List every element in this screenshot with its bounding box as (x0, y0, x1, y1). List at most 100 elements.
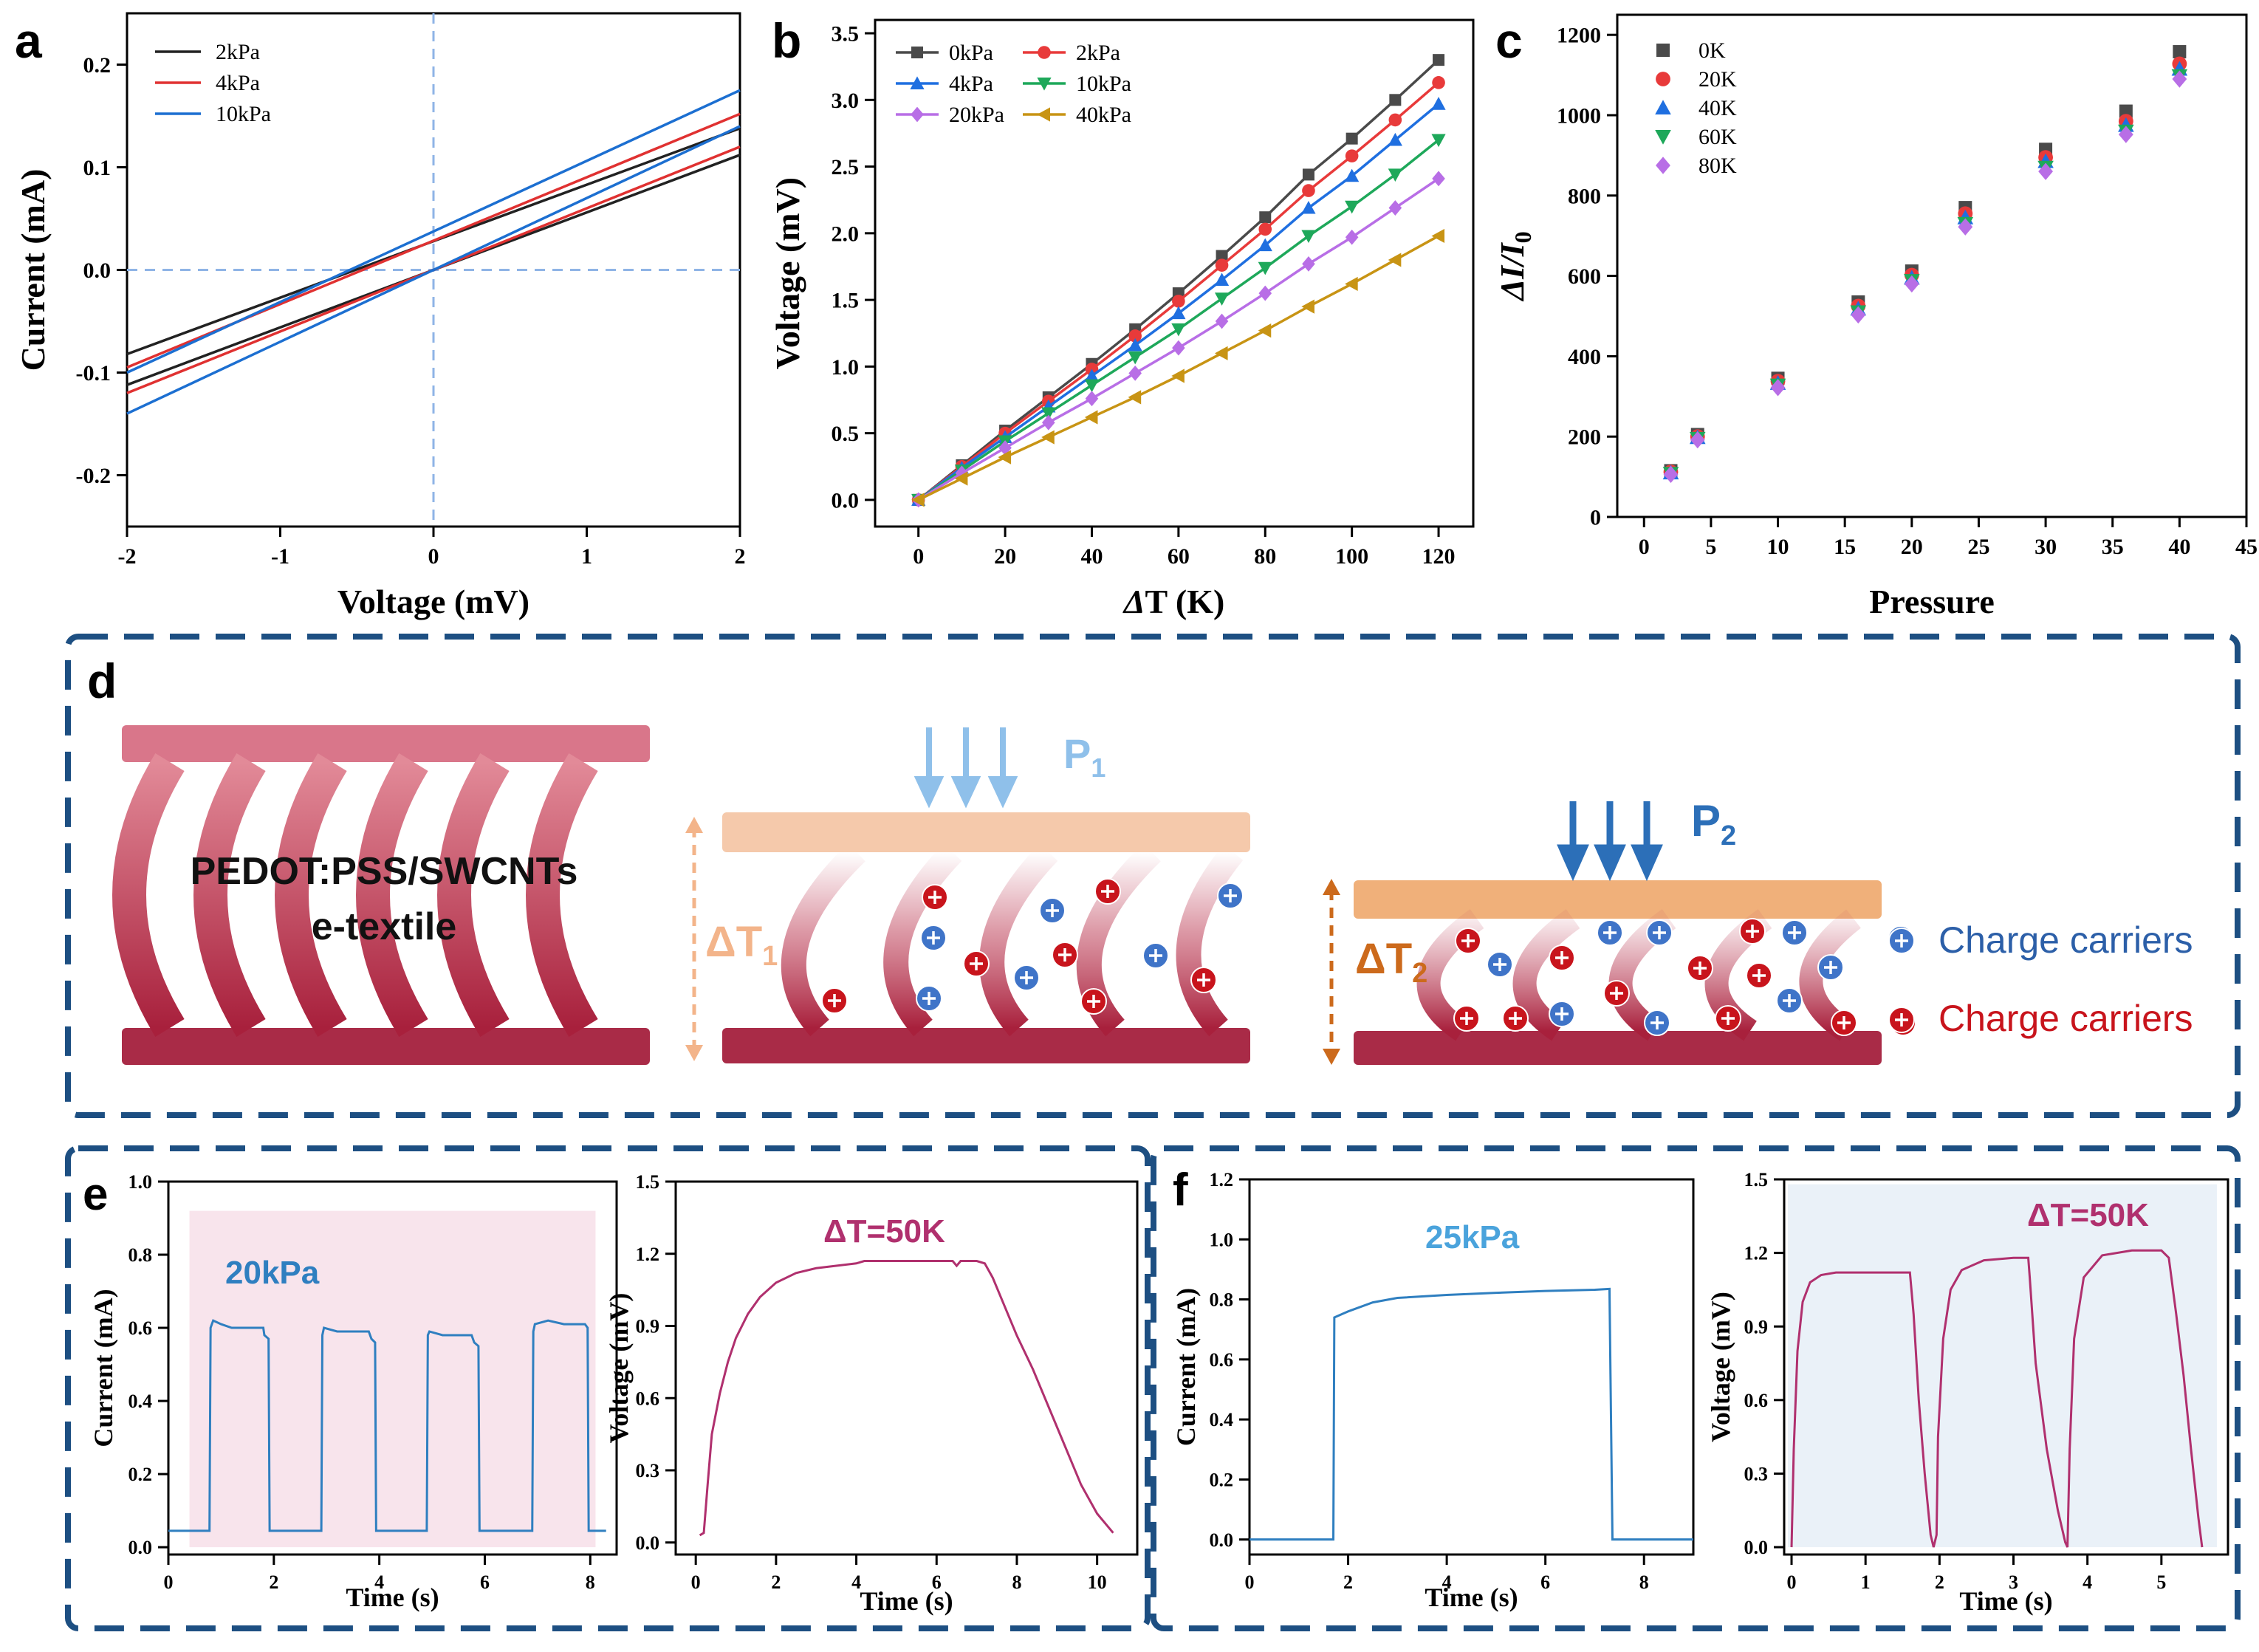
data-point-10kPa (1388, 168, 1402, 182)
chart-f-voltage-time: 0 1 2 3 4 5 0.0 0.3 0.6 0.9 1.2 1.5 Time (s) Voltage … (1706, 1169, 2229, 1616)
y-axis-label-sub: 0 (1509, 231, 1536, 243)
data-point-4kPa (1258, 238, 1272, 252)
x-tick-label: 0 (691, 1572, 701, 1593)
y-tick-label: 0 (1590, 506, 1601, 530)
x-tick-label: 2 (269, 1572, 278, 1593)
data-point-20kPa (1345, 229, 1359, 245)
plot-frame (874, 18, 1475, 528)
legend-label: 20K (1698, 67, 1737, 92)
signal-trace (168, 1319, 606, 1532)
y-tick-label: 0.2 (128, 1464, 153, 1485)
y-tick-label: 1.5 (1744, 1169, 1769, 1190)
x-tick-label: 8 (1639, 1572, 1649, 1593)
data-point-80K (2038, 162, 2053, 180)
data-point-4kPa (1171, 306, 1186, 320)
data-point-80K (1958, 218, 1973, 236)
x-tick-label: 2 (771, 1572, 781, 1593)
x-axis-label: Time (s) (1425, 1583, 1518, 1612)
frame-f (1151, 1145, 2241, 1631)
plot-frame (167, 1180, 618, 1556)
y-tick-label: 2.5 (832, 155, 860, 179)
pale-top-plate (722, 812, 1250, 852)
data-point-10kPa (1214, 292, 1230, 306)
data-point-2kPa (1172, 295, 1185, 308)
y-axis-label-main: ΔI/I (1493, 241, 1531, 302)
x-tick-label: 2 (1343, 1572, 1353, 1593)
plot-frame (1248, 1178, 1695, 1556)
y-tick-label: 0.0 (1744, 1537, 1769, 1558)
orange-top-plate (1354, 880, 1882, 919)
dt2-label: ΔT2 (1355, 935, 1427, 989)
frame-d (65, 634, 2241, 1118)
data-point-10kPa (1258, 261, 1272, 275)
p1-label: P1 (1063, 730, 1105, 783)
p2-label: P2 (1691, 796, 1736, 851)
dt2-arrow-head-down (1323, 1049, 1340, 1065)
plot-frame (1783, 1178, 2229, 1556)
x-axis-label: Time (s) (346, 1583, 439, 1612)
data-point-4kPa (1431, 97, 1446, 110)
x-tick-label: 2 (1935, 1572, 1944, 1593)
data-point-40kPa (954, 471, 968, 486)
chart-a-current-voltage: -2 -1 0 1 2 -0.2 -0.1 0.0 0.1 0.2 Voltage (mV) Curr… (14, 12, 746, 620)
textile-fiber (437, 753, 510, 1037)
legend-positive-label: Charge carriers (1939, 919, 2193, 961)
y-tick-label: 3.0 (832, 89, 860, 113)
y-tick-label: 2.0 (832, 222, 860, 246)
series-line-10kPa (126, 89, 741, 374)
legend-marker (911, 106, 924, 123)
dt1-arrow-head-down (685, 1045, 703, 1061)
x-tick-label: 4 (851, 1572, 861, 1593)
charge-carriers (821, 878, 1916, 1036)
textile-fiber (1799, 909, 1861, 1041)
y-tick-label: 1.2 (1210, 1169, 1234, 1190)
legend-marker (1656, 157, 1670, 174)
data-point-4kPa (1214, 273, 1230, 287)
panel-label-b: b (772, 13, 801, 68)
y-tick-label: 0.3 (1744, 1464, 1769, 1485)
data-point-4kPa (1084, 369, 1100, 383)
data-point-2kPa (1302, 184, 1315, 197)
x-tick-label: 8 (586, 1572, 595, 1593)
x-tick-label: 4 (2083, 1572, 2092, 1593)
x-tick-label: 5 (2156, 1572, 2166, 1593)
y-tick-label: -0.1 (76, 361, 112, 385)
legend-marker (1037, 78, 1052, 91)
p2-arrows (1557, 801, 1663, 882)
legend-label: 40kPa (1076, 103, 1131, 127)
y-axis-label: Voltage (mV) (604, 1293, 634, 1444)
signal-trace (1250, 1287, 1693, 1541)
textile-fiber (356, 753, 428, 1037)
series-line-10kPa (126, 125, 741, 415)
data-point-10kPa (1041, 407, 1056, 421)
data-point-40kPa (1171, 369, 1185, 383)
chart-f-current-time: 0 2 4 6 8 0.0 0.2 0.4 0.6 0.8 1.0 1.2 Time (s) Curren… (1171, 1169, 1695, 1612)
data-point-10kPa (1431, 134, 1446, 148)
x-tick-label: 40 (2168, 535, 2190, 559)
y-axis-label: ΔI/I0 (1493, 231, 1536, 302)
data-point-10kPa (1301, 230, 1316, 244)
data-point-20kPa (1215, 313, 1229, 329)
data-point-4kPa (1345, 168, 1360, 182)
x-tick-label: 6 (932, 1572, 942, 1593)
legend-label: 2kPa (1076, 41, 1120, 65)
panel-label-f: f (1173, 1165, 1188, 1216)
chart-annotation: ΔT=50K (823, 1213, 945, 1250)
data-point-10kPa (1345, 200, 1360, 214)
x-axis-label: ΔT (K) (1122, 583, 1225, 620)
legend-marker (1655, 100, 1671, 114)
data-point-80K (2118, 126, 2133, 143)
y-tick-label: 0.6 (1210, 1349, 1234, 1371)
textile-fiber (781, 843, 865, 1037)
x-tick-label: 8 (1012, 1572, 1021, 1593)
data-point-10kPa (1084, 379, 1100, 393)
data-point-40kPa (1345, 276, 1358, 292)
y-tick-label: 0.6 (1744, 1390, 1769, 1411)
diagram-d: PEDOT:PSS/SWCNTs e-textile P1 (112, 725, 2193, 1065)
y-tick-label: 3.5 (832, 22, 860, 47)
y-tick-label: 600 (1568, 264, 1601, 289)
x-tick-label: 30 (2035, 535, 2057, 559)
p1-arrows (913, 727, 1018, 809)
x-tick-label: 20 (994, 544, 1016, 569)
